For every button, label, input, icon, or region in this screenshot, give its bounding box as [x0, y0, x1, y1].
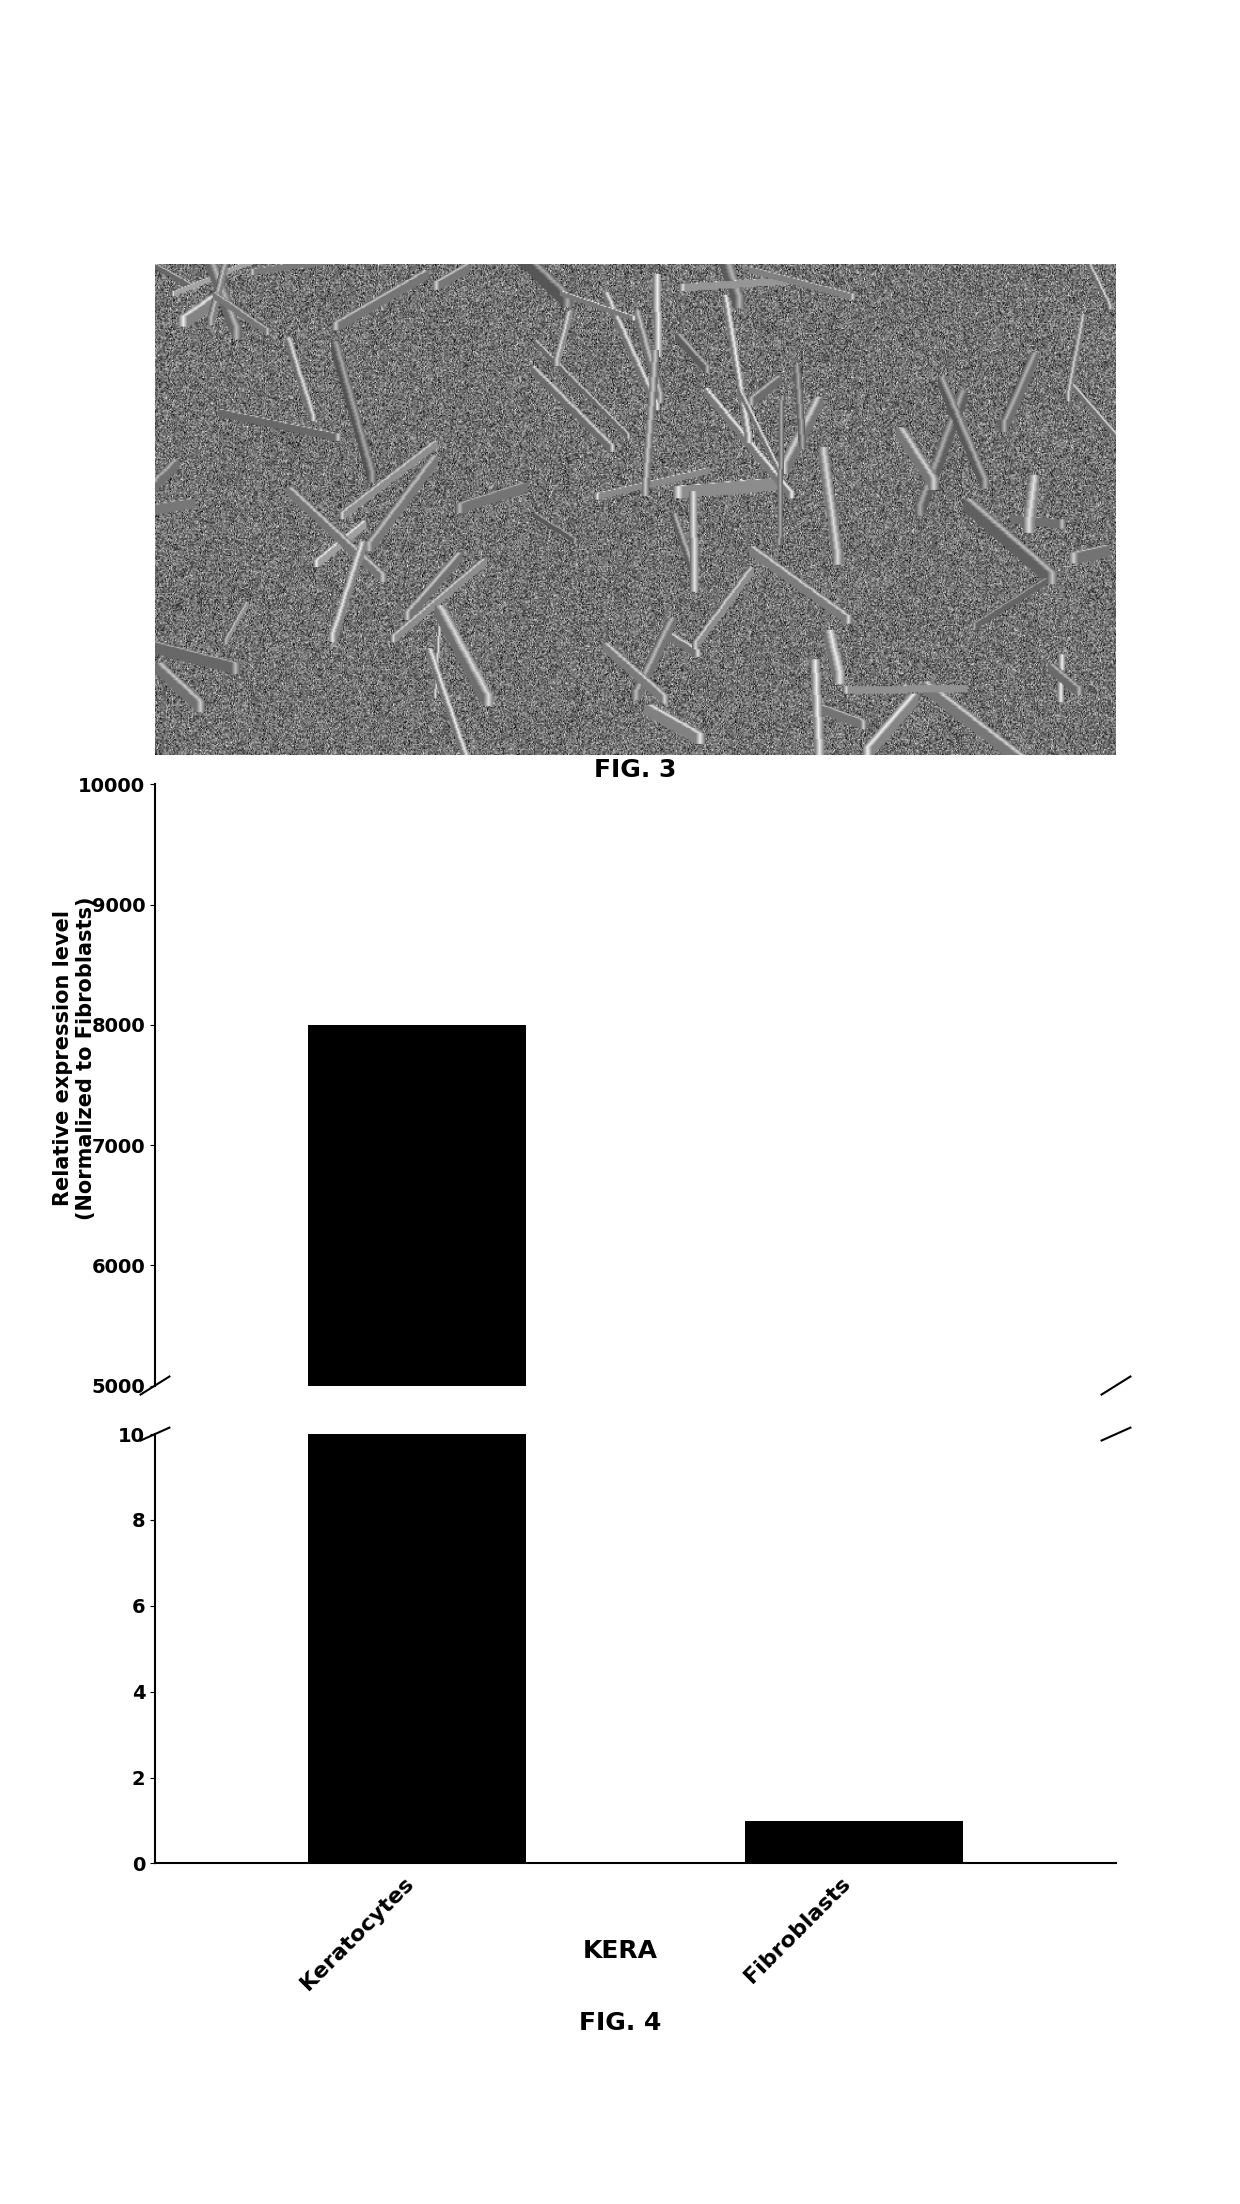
Bar [745, 1821, 963, 1862]
Text: Relative expression level
(Normalized to Fibroblasts): Relative expression level (Normalized to… [53, 897, 95, 1219]
Bar [308, 1025, 526, 1986]
Text: KERA: KERA [583, 1940, 657, 1962]
Text: FIG. 4: FIG. 4 [579, 2012, 661, 2034]
Text: FIG. 3: FIG. 3 [594, 758, 677, 782]
Bar [308, 1435, 526, 1862]
